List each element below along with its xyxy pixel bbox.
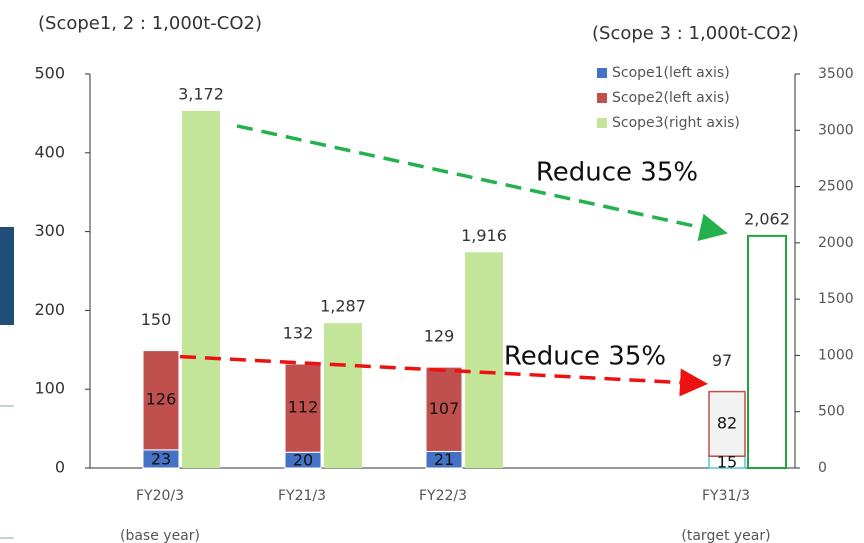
y2-tick-label: 1000 <box>818 347 854 363</box>
total-label: 129 <box>424 327 455 346</box>
legend-swatch <box>597 68 607 78</box>
x-tick-label: FY21/3 <box>278 488 326 504</box>
decoration <box>0 227 14 325</box>
data-label: 112 <box>288 398 319 417</box>
y2-tick-label: 1500 <box>818 291 854 307</box>
y2-tick-label: 500 <box>818 404 845 420</box>
y2-tick-label: 2000 <box>818 235 854 251</box>
legend-label: Scope2(left axis) <box>612 90 730 106</box>
category-note: (base year) <box>120 528 200 543</box>
data-label: 126 <box>146 390 177 409</box>
total-label: 150 <box>141 310 172 329</box>
legend-swatch <box>597 93 607 103</box>
y-tick-label: 400 <box>34 142 65 161</box>
legend-swatch <box>597 118 607 128</box>
data-label: 23 <box>151 449 171 468</box>
total-label: 132 <box>283 323 314 342</box>
arrow <box>236 124 728 242</box>
y-tick-label: 300 <box>34 221 65 240</box>
y2-tick-label: 3500 <box>818 66 854 82</box>
data-label: 21 <box>434 450 454 469</box>
legend-label: Scope1(left axis) <box>612 65 730 81</box>
bar <box>747 234 787 469</box>
bar <box>708 390 746 457</box>
annotation: Reduce 35% <box>504 342 666 372</box>
y-axis-label: (Scope1, 2 : 1,000t-CO2) <box>38 13 262 34</box>
y2-tick-label: 3000 <box>818 122 854 138</box>
data-label: 107 <box>429 399 460 418</box>
data-label: 1,287 <box>320 297 366 316</box>
arrow <box>179 354 708 397</box>
y-tick-label: 200 <box>34 300 65 319</box>
y-tick-label: 500 <box>34 64 65 83</box>
annotation: Reduce 35% <box>536 158 698 188</box>
bar <box>324 323 362 468</box>
data-label: 2,062 <box>744 209 790 228</box>
data-label: 20 <box>293 451 313 470</box>
legend-label: Scope3(right axis) <box>612 115 740 131</box>
data-label: 15 <box>717 453 737 472</box>
bar <box>465 252 503 468</box>
data-label: 1,916 <box>461 226 507 245</box>
total-label: 97 <box>712 351 732 370</box>
y-tick-label: 100 <box>34 379 65 398</box>
bar <box>182 110 220 468</box>
x-tick-label: FY31/3 <box>702 488 750 504</box>
category-note: (target year) <box>681 528 770 543</box>
y-tick-label: 0 <box>55 458 65 477</box>
data-label: 82 <box>717 413 737 432</box>
data-label: 3,172 <box>178 84 224 103</box>
x-tick-label: FY22/3 <box>419 488 467 504</box>
y2-axis-label: (Scope 3 : 1,000t-CO2) <box>592 23 799 44</box>
y2-tick-label: 2500 <box>818 179 854 195</box>
y2-tick-label: 0 <box>818 460 827 476</box>
x-tick-label: FY20/3 <box>136 488 184 504</box>
bar <box>284 363 322 453</box>
bar <box>142 350 180 451</box>
bar <box>425 366 463 452</box>
